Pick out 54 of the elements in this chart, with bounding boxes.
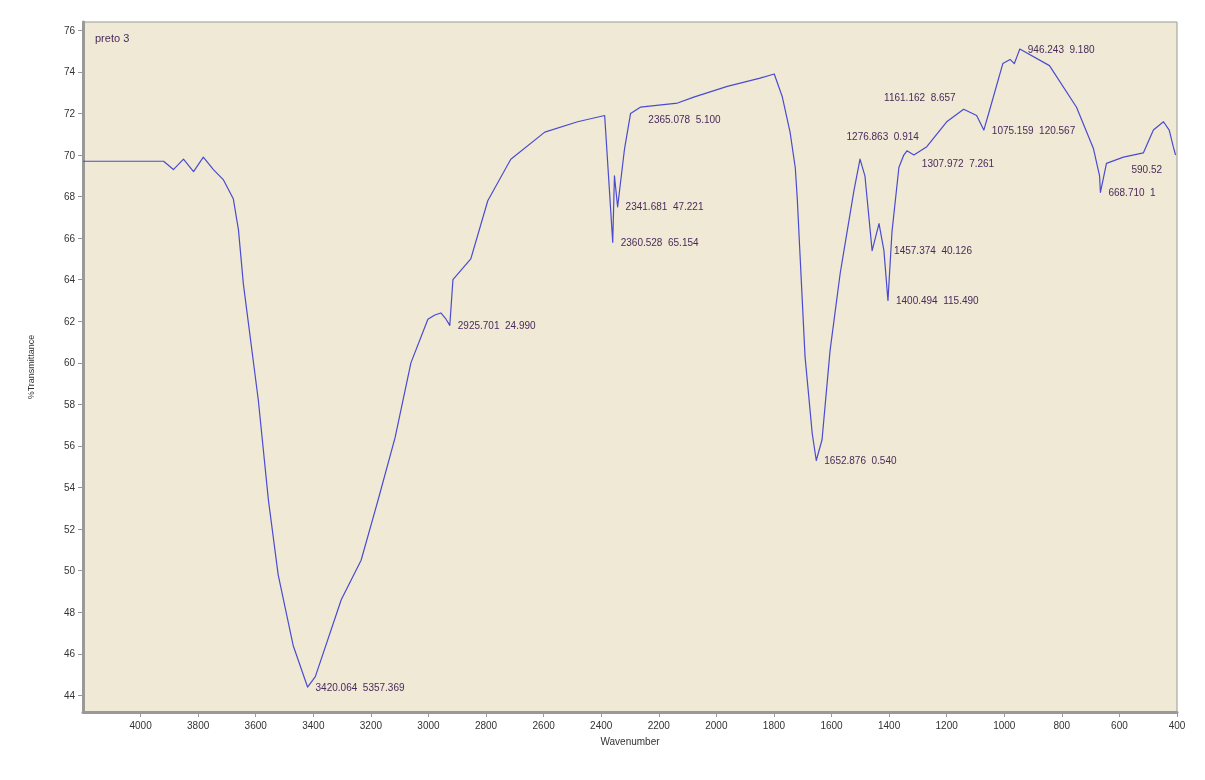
y-tick-label: 68 <box>63 191 76 203</box>
x-tick-label: 1400 <box>877 719 901 731</box>
annotation: 1457.374 40.126 <box>894 245 973 257</box>
y-tick-label: 70 <box>63 149 76 161</box>
y-tick-label: 50 <box>63 565 76 577</box>
y-tick-label: 74 <box>63 66 76 78</box>
x-tick-label: 1200 <box>935 719 959 731</box>
x-tick-label: 3600 <box>244 719 268 731</box>
x-tick-label: 4000 <box>129 719 153 731</box>
y-tick-label: 48 <box>63 606 76 618</box>
annotation: 2925.701 24.990 <box>457 319 537 331</box>
y-tick-label: 54 <box>63 482 76 494</box>
x-tick-label: 1800 <box>762 719 786 731</box>
annotation: 590.52 <box>1131 163 1163 175</box>
y-tick-label: 66 <box>63 232 76 244</box>
annotation: 1276.863 0.914 <box>846 131 920 143</box>
x-axis-title: Wavenumber <box>600 735 661 747</box>
x-tick-label: 3400 <box>302 719 325 731</box>
x-tick-label: 3200 <box>359 719 383 731</box>
annotation: 1307.972 7.261 <box>921 157 995 169</box>
annotation: 3420.064 5357.369 <box>315 681 405 693</box>
x-tick-label: 1600 <box>820 719 844 731</box>
x-tick-label: 600 <box>1111 719 1129 731</box>
y-tick-label: 56 <box>63 440 76 452</box>
annotation: 1075.159 120.567 <box>991 124 1076 136</box>
annotation: 2360.528 65.154 <box>620 236 700 248</box>
y-tick-label: 76 <box>63 24 76 36</box>
annotation: 2341.681 47.221 <box>625 201 704 213</box>
x-tick-label: 2800 <box>474 719 498 731</box>
annotation: 668.710 1 <box>1108 186 1157 198</box>
annotation: 1652.876 0.540 <box>824 455 897 467</box>
annotation: 1400.494 115.490 <box>895 294 980 306</box>
y-tick-label: 44 <box>63 689 76 701</box>
y-tick-label: 72 <box>63 107 76 119</box>
y-tick-label: 60 <box>63 357 76 369</box>
x-tick-label: 3000 <box>417 719 441 731</box>
annotation: preto 3 <box>95 31 130 44</box>
y-tick-label: 64 <box>63 274 76 286</box>
x-tick-label: 3800 <box>187 719 210 731</box>
x-tick-label: 400 <box>1168 719 1186 731</box>
x-tick-label: 2400 <box>590 719 613 731</box>
y-tick-label: 52 <box>63 523 76 535</box>
annotation: 946.243 9.180 <box>1027 43 1095 55</box>
y-axis-title: %Transmittance <box>25 334 36 400</box>
x-tick-label: 1000 <box>993 719 1016 731</box>
x-tick-label: 2200 <box>647 719 671 731</box>
y-tick-label: 58 <box>63 398 76 410</box>
y-tick-label: 62 <box>63 315 76 327</box>
x-tick-label: 2600 <box>532 719 556 731</box>
annotation: 2365.078 5.100 <box>648 113 722 125</box>
y-tick-label: 46 <box>63 648 76 660</box>
x-tick-label: 2000 <box>705 719 728 731</box>
x-tick-label: 800 <box>1053 719 1071 731</box>
annotation: 1161.162 8.657 <box>884 91 957 103</box>
